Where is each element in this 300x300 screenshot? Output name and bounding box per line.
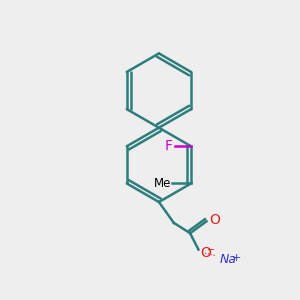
Text: Me: Me	[154, 177, 171, 190]
Text: Na: Na	[219, 253, 236, 266]
Text: −: −	[207, 245, 215, 256]
Text: +: +	[232, 253, 241, 263]
Text: O: O	[200, 246, 211, 260]
Text: F: F	[165, 139, 173, 153]
Text: O: O	[209, 213, 220, 227]
